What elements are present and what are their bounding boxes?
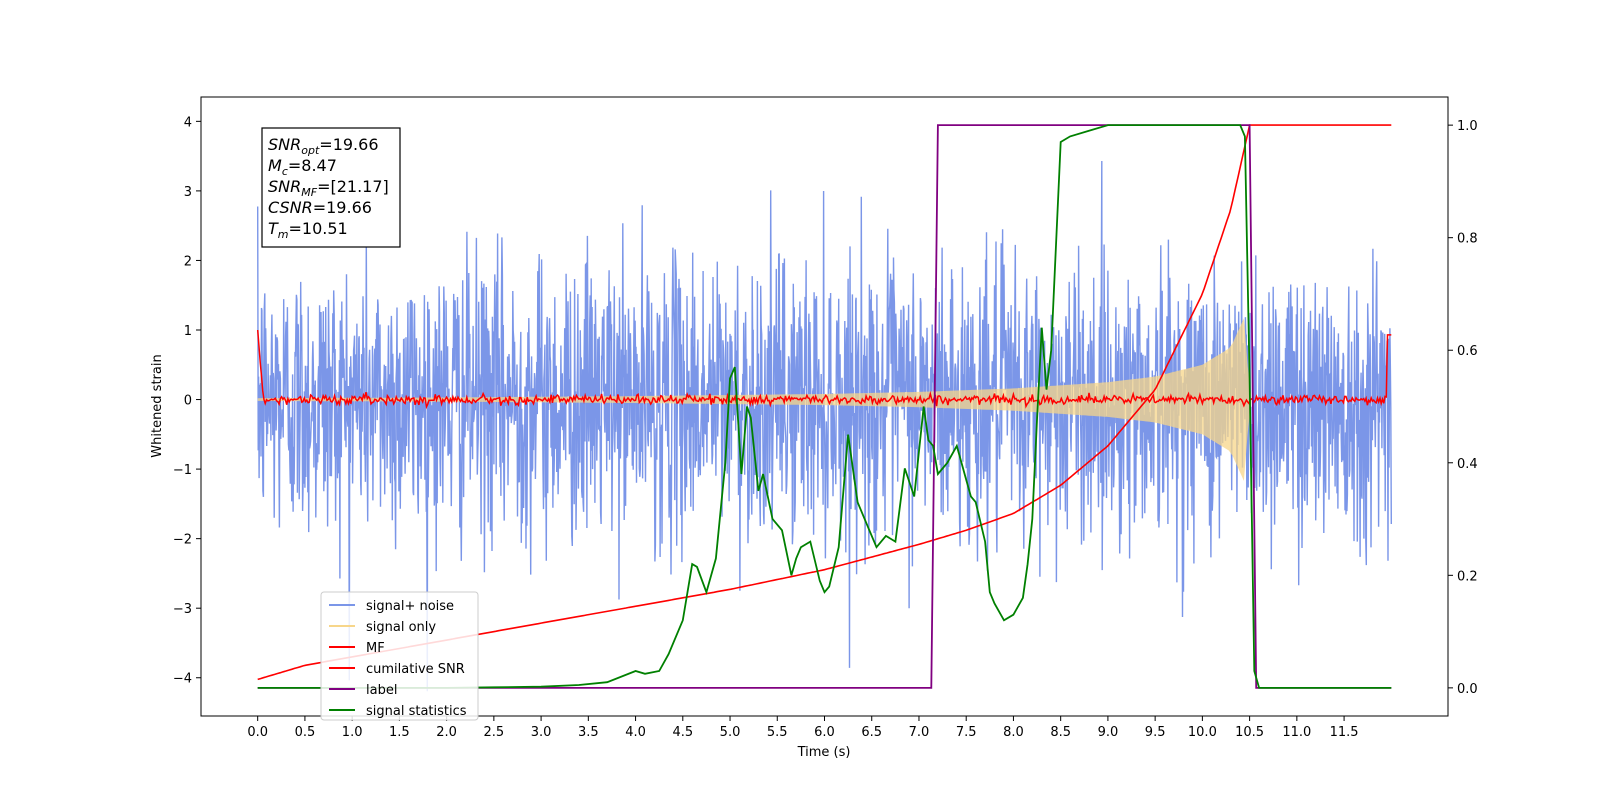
x-tick-label: 7.5 (956, 725, 977, 740)
stat-line: Tm=10.51 (268, 219, 348, 241)
legend-label: signal+ noise (366, 599, 454, 614)
legend: signal+ noise signal only MF cumilative SNR… (320, 591, 479, 721)
x-tick-label: 9.0 (1098, 725, 1119, 740)
x-tick-label: 6.0 (814, 725, 835, 740)
x-tick-label: 2.5 (484, 725, 505, 740)
y-tick-label: −3 (173, 602, 192, 617)
x-tick-label: 9.5 (1145, 725, 1166, 740)
x-tick-label: 4.0 (625, 725, 646, 740)
legend-label: label (366, 683, 397, 698)
stat-line: CSNR=19.66 (268, 198, 372, 217)
x-tick-label: 8.0 (1003, 725, 1024, 740)
series-signal-noise (257, 160, 1392, 692)
x-tick-label: 3.5 (578, 725, 599, 740)
y2-tick-label: 0.4 (1457, 457, 1478, 472)
y2-tick-label: 1.0 (1457, 119, 1478, 134)
y-tick-label: 4 (184, 115, 192, 130)
x-tick-label: 5.0 (720, 725, 741, 740)
legend-label: MF (366, 641, 385, 656)
stat-line: SNRMF=[21.17] (268, 177, 389, 199)
axes-ticks: 0.0 0.5 1.0 1.5 2.0 2.5 3.0 3.5 4.0 4.5 5.0 5.5 6.0 6… (173, 115, 1478, 740)
x-tick-label: 4.5 (672, 725, 693, 740)
x-tick-label: 8.5 (1050, 725, 1071, 740)
x-tick-label: 11.5 (1330, 725, 1359, 740)
stat-line: SNRopt=19.66 (268, 135, 379, 157)
x-tick-label: 3.0 (531, 725, 552, 740)
x-tick-label: 6.5 (861, 725, 882, 740)
series-signal-only (257, 318, 1392, 481)
legend-frame (320, 591, 479, 721)
x-tick-label: 10.0 (1188, 725, 1217, 740)
y2-tick-label: 0.6 (1457, 344, 1478, 359)
y-tick-label: −2 (173, 533, 192, 548)
x-tick-label: 0.5 (295, 725, 316, 740)
y-tick-label: 1 (184, 324, 192, 339)
series-mf (256, 329, 1392, 410)
x-tick-label: 2.0 (436, 725, 457, 740)
x-tick-label: 10.5 (1235, 725, 1264, 740)
stat-line: Mc=8.47 (268, 156, 337, 178)
legend-label: signal only (366, 620, 436, 635)
series-signal-statistics (257, 124, 1392, 689)
x-tick-label: 7.0 (909, 725, 930, 740)
x-tick-label: 1.5 (389, 725, 410, 740)
y-tick-label: 3 (184, 185, 192, 200)
y2-tick-label: 0.0 (1457, 682, 1478, 697)
x-tick-label: 5.5 (767, 725, 788, 740)
y-axis-label: Whitened strain (150, 354, 165, 457)
stats-box-frame (261, 127, 401, 248)
stats-annotation-box: SNRopt=19.66Mc=8.47SNRMF=[21.17]CSNR=19.… (261, 127, 401, 248)
legend-label: cumilative SNR (366, 662, 465, 677)
x-tick-label: 0.0 (247, 725, 268, 740)
y-tick-label: 2 (184, 254, 192, 269)
x-axis-label: Time (s) (797, 745, 851, 760)
x-tick-label: 11.0 (1282, 725, 1311, 740)
y-tick-label: 0 (184, 394, 192, 409)
x-tick-label: 1.0 (342, 725, 363, 740)
y-tick-label: −1 (173, 463, 192, 478)
y-tick-label: −4 (173, 672, 192, 687)
y2-tick-label: 0.2 (1457, 569, 1478, 584)
legend-label: signal statistics (366, 704, 467, 719)
y2-tick-label: 0.8 (1457, 232, 1478, 247)
